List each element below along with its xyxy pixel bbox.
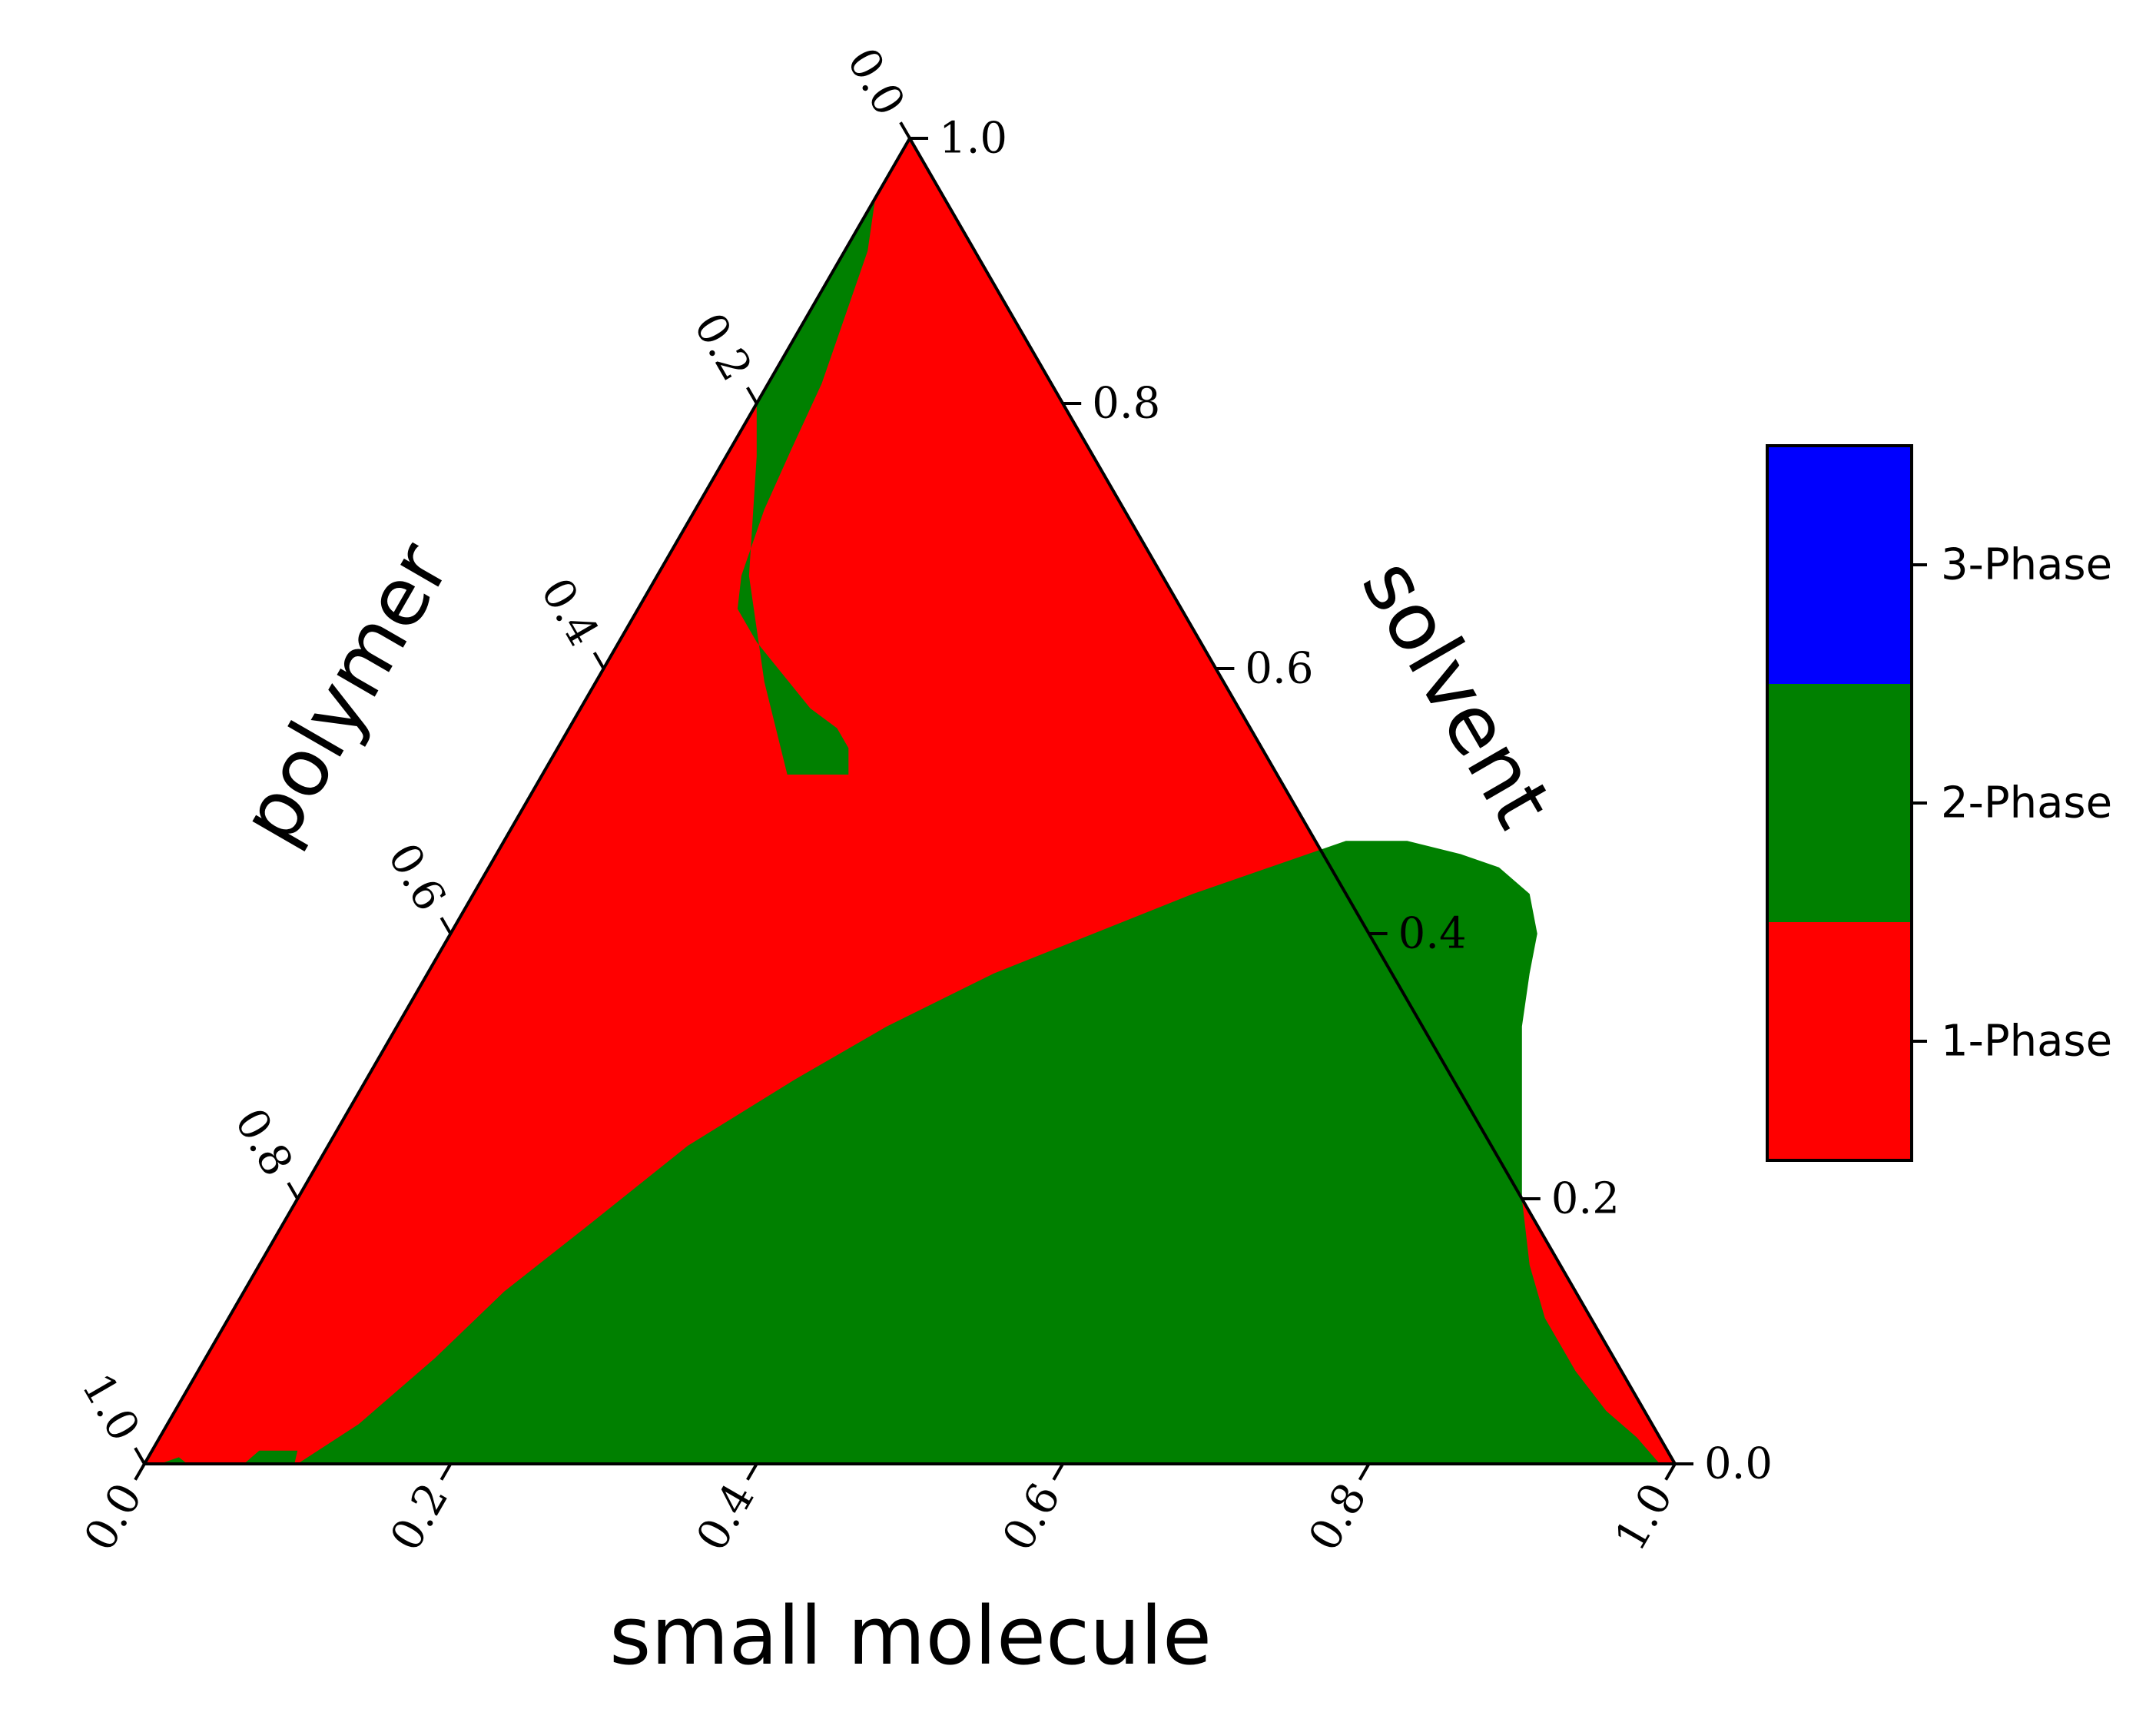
right-tick-label: 0.6: [1245, 644, 1313, 694]
left-tick-label: 0.6: [378, 835, 456, 920]
bottom-tick-label: 0.4: [687, 1475, 765, 1560]
colorbar-segment: [1767, 684, 1912, 922]
phase-regions: [159, 197, 1660, 1464]
phase-colorbar: 3-Phase 2-Phase 1-Phase: [1766, 444, 2112, 1162]
left-tick-label: 0.0: [837, 40, 914, 124]
colorbar-segment: [1767, 922, 1912, 1160]
bottom-tick: [134, 1462, 146, 1481]
bottom-tick-label: 0.2: [381, 1475, 459, 1560]
left-tick: [592, 652, 605, 670]
bottom-tick: [1664, 1462, 1677, 1481]
right-tick-label: 0.2: [1551, 1174, 1620, 1224]
left-tick: [746, 387, 758, 405]
right-tick-label: 0.4: [1398, 909, 1467, 959]
bottom-axis-title: small molecule: [609, 1589, 1212, 1683]
phase-region-1: [297, 841, 1660, 1464]
triangle-frame: [141, 135, 1678, 1465]
left-tick-label: 0.8: [225, 1100, 303, 1185]
bottom-tick: [1358, 1462, 1371, 1481]
bottom-tick-label: 0.0: [75, 1475, 152, 1560]
bottom-tick-label: 0.8: [1299, 1475, 1377, 1560]
phase-region-2: [159, 1457, 187, 1464]
bottom-tick: [746, 1462, 758, 1481]
colorbar-segment: [1767, 446, 1912, 684]
left-tick: [439, 917, 453, 935]
colorbar-label: 3-Phase: [1941, 540, 2112, 590]
left-tick-label: 1.0: [71, 1366, 149, 1450]
bottom-tick-label: 1.0: [1605, 1475, 1683, 1560]
right-axis-title: solvent: [1344, 543, 1571, 842]
left-tick: [134, 1447, 146, 1465]
left-tick: [899, 121, 911, 140]
bottom-tick: [439, 1462, 453, 1481]
right-tick-label: 0.8: [1092, 379, 1160, 429]
right-tick-label: 1.0: [939, 114, 1007, 164]
phase-region-3: [244, 1450, 298, 1464]
colorbar-label: 2-Phase: [1941, 778, 2112, 828]
bottom-tick-label: 0.6: [993, 1475, 1071, 1560]
left-tick: [287, 1182, 299, 1200]
phase-region-4: [737, 197, 876, 775]
left-tick-label: 0.2: [684, 305, 761, 390]
colorbar-frame: [1766, 444, 1913, 1162]
bottom-tick: [1052, 1462, 1064, 1481]
right-tick-label: 0.0: [1704, 1439, 1773, 1489]
colorbar-label: 1-Phase: [1941, 1017, 2112, 1067]
left-tick-label: 0.4: [531, 570, 609, 655]
left-axis-title: polymer: [222, 527, 468, 859]
